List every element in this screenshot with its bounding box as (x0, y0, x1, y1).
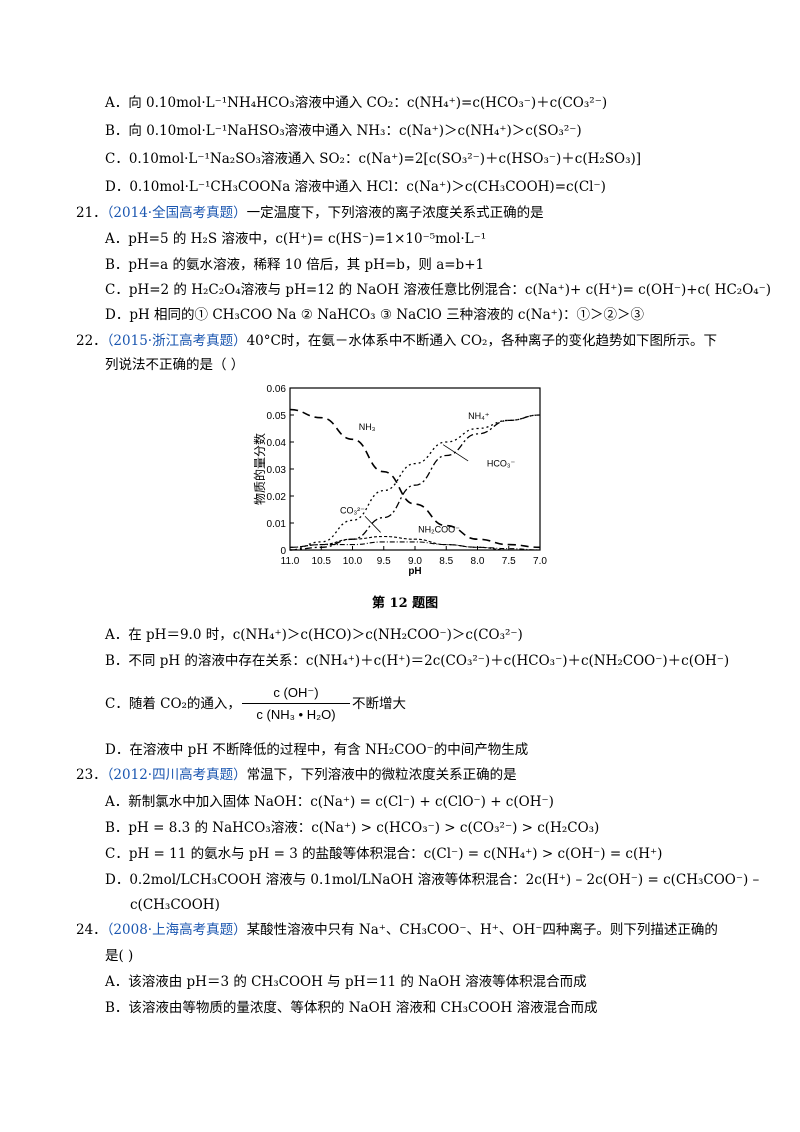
q21-option-c: C．pH=2 的 H₂C₂O₄溶液与 pH=12 的 NaOH 溶液任意比例混合… (105, 282, 772, 298)
chart-frame (289, 387, 541, 551)
q21-stem-text: 一定温度下，下列溶液的离子浓度关系式正确的是 (246, 205, 544, 221)
q21-stem: 21．（2014·全国高考真题）一定温度下，下列溶液的离子浓度关系式正确的是 (76, 203, 544, 223)
x-axis-label: pH (408, 566, 421, 577)
q21-number: 21． (76, 205, 107, 221)
y-tick-label: 0 (280, 546, 286, 557)
y-tick-label: 0.04 (267, 438, 287, 449)
q23-option-c: C．pH = 11 的氨水与 pH = 3 的盐酸等体积混合：c(Cl⁻) = … (105, 846, 663, 862)
x-tick-label: 11.0 (281, 556, 300, 567)
x-tick-label: 8.5 (439, 556, 453, 567)
series-line-4 (289, 541, 541, 551)
series-label-1: NH₄⁺ (468, 411, 490, 421)
q22-stem-text: 40°C时，在氨－水体系中不断通入 CO₂，各种离子的变化趋势如下图所示。下 (246, 333, 717, 349)
series-label-2: HCO₃⁻ (487, 458, 516, 468)
q22-option-d: D．在溶液中 pH 不断降低的过程中，有含 NH₂COO⁻的中间产物生成 (105, 742, 529, 758)
q22-option-c-suffix: 不断增大 (352, 696, 406, 712)
q21-option-b: B．pH=a 的氨水溶液，稀释 10 倍后，其 pH=b，则 a=b+1 (105, 257, 485, 273)
x-tick-label: 9.0 (408, 556, 422, 567)
q22-option-a: A．在 pH＝9.0 时，c(NH₄⁺)＞c(HCO)＞c(NH₂COO⁻)＞c… (105, 627, 523, 643)
q20-option-a: A．向 0.10mol·L⁻¹NH₄HCO₃溶液中通入 CO₂：c(NH₄⁺)=… (105, 95, 608, 111)
x-tick-label: 9.5 (377, 556, 391, 567)
q24-stem: 24．（2008·上海高考真题）某酸性溶液中只有 Na⁺、CH₃COO⁻、H⁺、… (76, 920, 718, 940)
q24-source-link[interactable]: （2008·上海高考真题） (106, 922, 247, 938)
q21-option-a: A．pH=5 的 H₂S 溶液中，c(H⁺)= c(HS⁻)=1×10⁻⁵mol… (105, 231, 487, 247)
q23-stem: 23．（2012·四川高考真题）常温下，下列溶液中的微粒浓度关系正确的是 (76, 765, 517, 785)
y-tick-label: 0.02 (267, 492, 287, 503)
q23-option-b: B．pH = 8.3 的 NaHCO₃溶液：c(Na⁺) > c(HCO₃⁻) … (105, 820, 600, 836)
q24-option-b: B．该溶液由等物质的量浓度、等体积的 NaOH 溶液和 CH₃COOH 溶液混合… (105, 1000, 598, 1016)
x-tick-label: 10.5 (312, 556, 332, 567)
q20-option-b: B．向 0.10mol·L⁻¹NaHSO₃溶液中通入 NH₃：c(Na⁺)＞c(… (105, 123, 582, 139)
series-line-2 (289, 414, 541, 551)
q23-option-a: A．新制氯水中加入固体 NaOH：c(Na⁺) = c(Cl⁻) + c(ClO… (105, 794, 554, 810)
q24-number: 24． (76, 922, 107, 938)
q22-option-c-prefix: C．随着 CO₂的通入， (105, 696, 241, 712)
fraction-bar (242, 703, 350, 704)
series-line-3 (289, 535, 540, 551)
q20-option-d: D．0.10mol·L⁻¹CH₃COONa 溶液中通入 HCl：c(Na⁺)＞c… (105, 179, 606, 195)
species-fraction-chart: 0 0.01 0.02 0.03 0.04 0.05 0.06 11.0 10.5 10.0 9.5… (252, 384, 548, 577)
fraction-denominator: c (NH₃ • H₂O) (256, 707, 336, 722)
chart-caption: 第 12 题图 (372, 596, 439, 611)
y-axis-label: 物质的量分数 (252, 433, 267, 505)
y-tick-label: 0.03 (267, 465, 287, 476)
series-label-0: NH₃ (359, 422, 376, 432)
hco3-leader-line (442, 444, 469, 462)
fraction-numerator: c (OH⁻) (273, 685, 319, 700)
y-tick-label: 0.06 (267, 384, 287, 395)
concentration-ratio-fraction: c (OH⁻) c (NH₃ • H₂O) (240, 683, 352, 725)
q22-stem-line2: 列说法不正确的是（ ） (105, 357, 245, 373)
q23-number: 23． (76, 767, 107, 783)
q23-stem-text: 常温下，下列溶液中的微粒浓度关系正确的是 (246, 767, 517, 783)
q24-stem-line2: 是( ) (105, 948, 134, 964)
q22-number: 22． (76, 333, 107, 349)
plot-frame (289, 387, 541, 551)
q21-option-d: D．pH 相同的① CH₃COO Na ② NaHCO₃ ③ NaClO 三种溶… (105, 307, 645, 323)
q22-stem: 22．（2015·浙江高考真题）40°C时，在氨－水体系中不断通入 CO₂，各种… (76, 331, 717, 351)
x-tick-label: 7.0 (533, 556, 547, 567)
q24-option-a: A．该溶液由 pH＝3 的 CH₃COOH 与 pH＝11 的 NaOH 溶液等… (105, 974, 587, 990)
series-line-0 (289, 408, 541, 549)
x-tick-label: 8.0 (471, 556, 485, 567)
q24-stem-text: 某酸性溶液中只有 Na⁺、CH₃COO⁻、H⁺、OH⁻四种离子。则下列描述正确的 (246, 922, 718, 938)
x-tick-label: 10.0 (343, 556, 363, 567)
chart-series (289, 408, 541, 551)
y-tick-label: 0.05 (267, 411, 287, 422)
q23-option-d: D．0.2mol/LCH₃COOH 溶液与 0.1mol/LNaOH 溶液等体积… (105, 872, 760, 888)
x-tick-label: 7.5 (502, 556, 516, 567)
co3-leader-line (364, 515, 381, 533)
chart-ticks: 0 0.01 0.02 0.03 0.04 0.05 0.06 11.0 10.5 10.0 9.5… (267, 384, 548, 567)
q22-source-link[interactable]: （2015·浙江高考真题） (106, 333, 247, 349)
y-tick-label: 0.01 (267, 519, 287, 530)
q21-source-link[interactable]: （2014·全国高考真题） (106, 205, 247, 221)
series-label-3: CO₃²⁻ (340, 506, 365, 516)
series-line-1 (289, 414, 541, 551)
q23-option-d-cont: c(CH₃COOH) (130, 897, 220, 913)
chart-labels: pH 物质的量分数 NH₃ NH₄⁺ HCO₃⁻ CO₃²⁻ NH₂COO⁻ (252, 411, 516, 577)
q22-option-b: B．不同 pH 的溶液中存在关系：c(NH₄⁺)＋c(H⁺)＝2c(CO₃²⁻)… (105, 653, 730, 669)
q20-option-c: C．0.10mol·L⁻¹Na₂SO₃溶液通入 SO₂：c(Na⁺)=2[c(S… (105, 151, 642, 167)
series-label-4: NH₂COO⁻ (418, 524, 460, 534)
q23-source-link[interactable]: （2012·四川高考真题） (106, 767, 247, 783)
